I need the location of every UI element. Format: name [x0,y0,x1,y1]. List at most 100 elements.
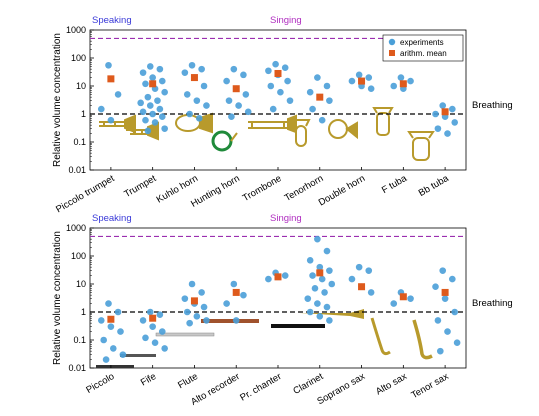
experiment-point [119,351,127,358]
experiment-point [348,275,356,283]
experiment-point [451,119,459,126]
breathing-label: Breathing [472,298,513,309]
experiment-point [161,345,168,352]
x-tick-label: Flute [176,371,200,391]
experiment-point [200,303,208,311]
experiment-point [139,317,147,324]
experiment-point [158,328,166,335]
experiment-point [225,97,233,104]
experiment-point [326,317,333,324]
experiment-point [156,65,164,73]
experiment-point [367,289,375,296]
mean-marker [399,293,407,301]
experiment-point [309,272,316,279]
experiment-point [407,295,414,302]
experiment-point [281,64,289,72]
y-tick-label: 100 [71,53,86,63]
fife-icon [120,354,156,357]
experiment-point [286,97,294,104]
mean-marker [232,85,240,93]
experiment-point [449,105,456,113]
y-tick-label: 0.1 [73,335,86,345]
experiment-point [114,308,122,316]
legend-box [382,34,464,62]
x-tick-label: F tuba [380,173,409,196]
experiment-point [323,82,331,90]
experiment-point [146,102,154,109]
mean-marker [358,77,366,85]
experiment-point [265,275,272,283]
mean-marker [441,288,449,296]
y-tick-label: 0.01 [68,165,86,175]
experiment-point [240,291,247,299]
experiment-point [144,93,152,101]
experiment-point [434,125,442,132]
experiment-point [156,105,164,113]
experiment-point [161,88,168,96]
y-tick-label: 100 [71,251,86,261]
experiment-point [151,119,159,126]
experiment-point [323,247,331,255]
x-tick-label: Bb tuba [417,173,451,199]
experiment-point [156,311,164,319]
experiment-point [355,263,363,271]
experiment-point [314,300,321,307]
experiment-point [183,308,191,316]
experiment-point [144,127,152,135]
experiment-point [444,328,451,335]
experiment-point [311,285,319,292]
experiment-point [100,336,107,344]
experiment-point [304,295,312,302]
flute-icon [155,332,215,337]
y-tick-label: 0.1 [73,137,86,147]
mean-marker [107,75,115,83]
mean-marker [149,80,157,88]
x-tick-label: Pr. chanter [238,371,283,404]
x-tick-label: Trumpet [122,173,158,200]
x-tick-label: Trombone [241,173,284,204]
bb-tuba-icon [407,131,435,161]
experiment-point [439,102,447,109]
tenorhorn-icon [291,119,311,147]
experiment-point [102,356,110,363]
mean-marker [190,297,198,305]
mean-marker [441,108,449,116]
experiment-point [348,77,356,85]
experiment-point [230,280,238,288]
experiment-point [230,65,238,73]
piccolo-icon [96,365,134,368]
experiment-point [203,102,210,109]
experiment-point [146,308,154,316]
x-tick-label: Tenor sax [409,371,450,401]
mean-marker [316,93,324,101]
instrument-illustrations [99,107,435,161]
x-tick-label: Piccolo trumpet [54,173,117,215]
double-horn-icon [328,119,358,140]
experiment-point [161,125,168,132]
experiment-point [314,74,321,81]
experiment-point [355,71,363,79]
experiment-point [265,67,272,75]
experiment-point [390,82,398,90]
mean-marker [274,273,282,281]
experiment-point [321,289,328,296]
experiment-point [451,308,459,316]
mean-marker [399,80,407,88]
y-axis-label: Relative volume concentration [52,33,63,167]
y-tick-label: 1 [81,109,86,119]
experiment-point [323,303,331,311]
x-tick-label: Soprano sax [315,371,367,407]
experiment-point [267,82,275,90]
hunting-horn-icon [211,130,238,152]
experiment-point [151,339,159,347]
legend: experiments arithm. mean [382,34,464,62]
singing-label: Singing [270,15,302,26]
experiment-point [437,347,444,355]
speaking-label: Speaking [92,15,132,26]
y-axis-label: Relative volume concentration [52,231,63,365]
experiment-point [105,61,112,69]
experiment-point [223,77,230,85]
experiment-point [390,300,398,307]
experiment-point [316,313,324,320]
